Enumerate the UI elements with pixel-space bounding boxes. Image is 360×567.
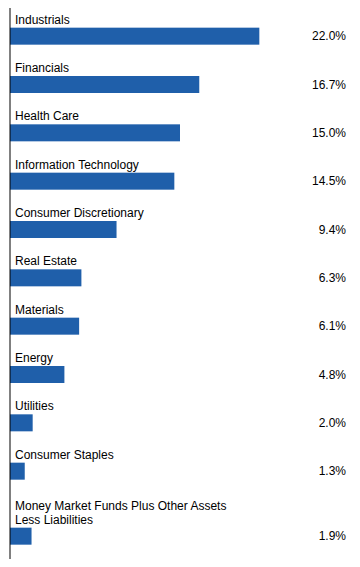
labels: Industrials 22.0% Financials 16.7% Health Ca… bbox=[15, 13, 346, 544]
bar bbox=[10, 269, 81, 286]
bar bbox=[10, 76, 199, 93]
category-label: Consumer Staples bbox=[15, 448, 114, 462]
axis-line bbox=[10, 8, 11, 559]
value-label: 14.5% bbox=[312, 174, 346, 188]
bar bbox=[10, 366, 64, 383]
bar bbox=[10, 28, 259, 45]
category-label: Health Care bbox=[15, 109, 79, 123]
bar bbox=[10, 173, 174, 190]
value-label: 15.0% bbox=[312, 126, 346, 140]
bar bbox=[10, 124, 180, 141]
chart-container: Industrials 22.0% Financials 16.7% Health Ca… bbox=[0, 0, 360, 567]
category-label: Energy bbox=[15, 351, 53, 365]
bar bbox=[10, 318, 79, 335]
value-label: 6.1% bbox=[319, 319, 347, 333]
bar bbox=[10, 221, 117, 238]
value-label: 4.8% bbox=[319, 368, 347, 382]
chart: Industrials 22.0% Financials 16.7% Health Ca… bbox=[0, 0, 360, 567]
category-label: Real Estate bbox=[15, 254, 77, 268]
bar bbox=[10, 528, 32, 545]
bar bbox=[10, 414, 33, 431]
bar bbox=[10, 463, 25, 480]
category-label: Money Market Funds Plus Other AssetsLess… bbox=[15, 499, 226, 527]
category-label: Consumer Discretionary bbox=[15, 206, 144, 220]
value-label: 22.0% bbox=[312, 29, 346, 43]
category-label: Information Technology bbox=[15, 158, 139, 172]
category-label: Financials bbox=[15, 61, 69, 75]
value-label: 9.4% bbox=[319, 223, 347, 237]
category-label: Materials bbox=[15, 303, 64, 317]
value-label: 6.3% bbox=[319, 271, 347, 285]
category-label: Utilities bbox=[15, 399, 54, 413]
value-label: 16.7% bbox=[312, 78, 346, 92]
value-label: 2.0% bbox=[319, 416, 347, 430]
value-label: 1.3% bbox=[319, 464, 347, 478]
category-label: Industrials bbox=[15, 13, 70, 27]
bars bbox=[10, 28, 259, 545]
value-label: 1.9% bbox=[319, 529, 347, 543]
